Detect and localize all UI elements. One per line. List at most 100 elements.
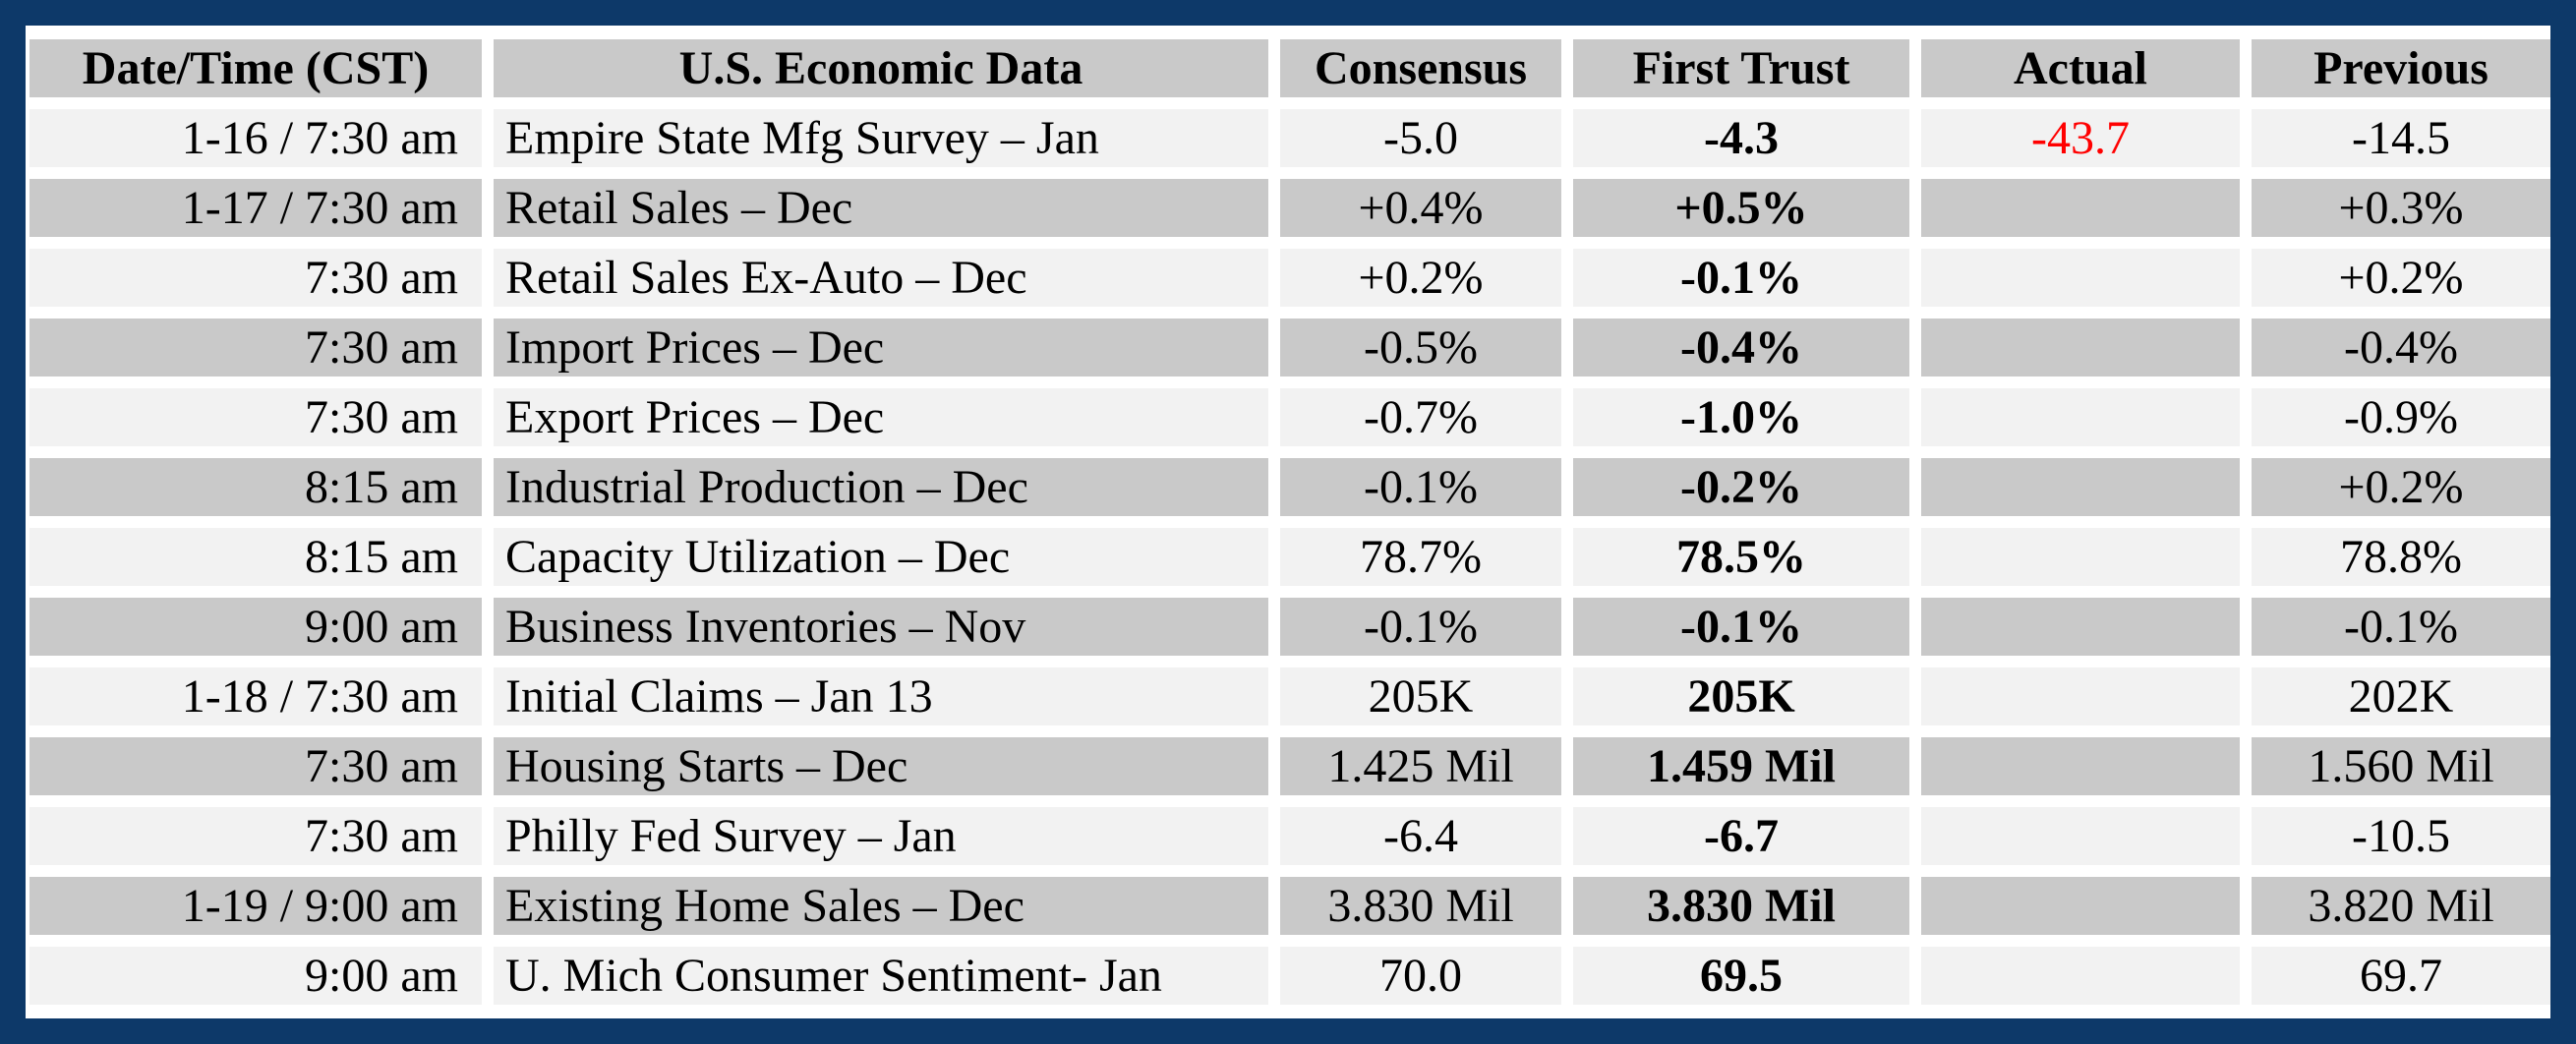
- cell-datetime: 1-18 / 7:30 am: [29, 667, 482, 725]
- cell-first_trust: -1.0%: [1573, 388, 1909, 446]
- cell-first_trust: -0.4%: [1573, 319, 1909, 377]
- table-row: 1-17 / 7:30 am Retail Sales – Dec +0.4% +0.…: [29, 179, 2550, 237]
- table-row: 8:15 am Capacity Utilization – Dec 78.7% 78…: [29, 528, 2550, 586]
- cell-datetime: 1-19 / 9:00 am: [29, 877, 482, 935]
- cell-datetime: 7:30 am: [29, 249, 482, 307]
- table-row: 7:30 am Export Prices – Dec -0.7% -1.0% -0.9…: [29, 388, 2550, 446]
- cell-consensus: 205K: [1280, 667, 1561, 725]
- table-row: 9:00 am Business Inventories – Nov -0.1% -0…: [29, 598, 2550, 656]
- cell-first_trust: -0.1%: [1573, 249, 1909, 307]
- cell-previous: 78.8%: [2252, 528, 2550, 586]
- cell-event: Housing Starts – Dec: [494, 737, 1268, 795]
- cell-first_trust: 3.830 Mil: [1573, 877, 1909, 935]
- cell-actual: [1921, 598, 2240, 656]
- cell-datetime: 9:00 am: [29, 947, 482, 1005]
- cell-first_trust: +0.5%: [1573, 179, 1909, 237]
- cell-actual: [1921, 877, 2240, 935]
- cell-datetime: 1-16 / 7:30 am: [29, 109, 482, 167]
- cell-previous: 3.820 Mil: [2252, 877, 2550, 935]
- cell-event: Retail Sales Ex-Auto – Dec: [494, 249, 1268, 307]
- cell-previous: 1.560 Mil: [2252, 737, 2550, 795]
- table-row: 1-16 / 7:30 am Empire State Mfg Survey – …: [29, 109, 2550, 167]
- cell-consensus: -0.1%: [1280, 458, 1561, 516]
- cell-first_trust: 205K: [1573, 667, 1909, 725]
- cell-event: Business Inventories – Nov: [494, 598, 1268, 656]
- header-row: Date/Time (CST) U.S. Economic Data Conse…: [29, 39, 2550, 97]
- table-row: 7:30 am Retail Sales Ex-Auto – Dec +0.2% -0…: [29, 249, 2550, 307]
- cell-first_trust: -4.3: [1573, 109, 1909, 167]
- column-header-actual: Actual: [1921, 39, 2240, 97]
- cell-event: Philly Fed Survey – Jan: [494, 807, 1268, 865]
- table-row: 1-19 / 9:00 am Existing Home Sales – Dec 3…: [29, 877, 2550, 935]
- cell-consensus: -0.1%: [1280, 598, 1561, 656]
- cell-previous: -0.9%: [2252, 388, 2550, 446]
- cell-actual: [1921, 179, 2240, 237]
- cell-event: Export Prices – Dec: [494, 388, 1268, 446]
- cell-consensus: -5.0: [1280, 109, 1561, 167]
- cell-consensus: 78.7%: [1280, 528, 1561, 586]
- cell-actual: [1921, 667, 2240, 725]
- column-header-first-trust: First Trust: [1573, 39, 1909, 97]
- cell-previous: +0.3%: [2252, 179, 2550, 237]
- cell-previous: -0.1%: [2252, 598, 2550, 656]
- cell-datetime: 9:00 am: [29, 598, 482, 656]
- cell-first_trust: -0.2%: [1573, 458, 1909, 516]
- cell-consensus: 70.0: [1280, 947, 1561, 1005]
- cell-previous: -0.4%: [2252, 319, 2550, 377]
- cell-actual: [1921, 807, 2240, 865]
- cell-datetime: 8:15 am: [29, 458, 482, 516]
- cell-consensus: -0.5%: [1280, 319, 1561, 377]
- cell-event: Import Prices – Dec: [494, 319, 1268, 377]
- cell-actual: [1921, 737, 2240, 795]
- cell-actual: -43.7: [1921, 109, 2240, 167]
- column-header-consensus: Consensus: [1280, 39, 1561, 97]
- cell-event: Existing Home Sales – Dec: [494, 877, 1268, 935]
- cell-consensus: 1.425 Mil: [1280, 737, 1561, 795]
- cell-datetime: 1-17 / 7:30 am: [29, 179, 482, 237]
- column-header-event: U.S. Economic Data: [494, 39, 1268, 97]
- cell-event: U. Mich Consumer Sentiment- Jan: [494, 947, 1268, 1005]
- cell-actual: [1921, 249, 2240, 307]
- cell-event: Capacity Utilization – Dec: [494, 528, 1268, 586]
- cell-datetime: 7:30 am: [29, 319, 482, 377]
- cell-consensus: 3.830 Mil: [1280, 877, 1561, 935]
- cell-first_trust: 69.5: [1573, 947, 1909, 1005]
- cell-event: Initial Claims – Jan 13: [494, 667, 1268, 725]
- column-header-datetime: Date/Time (CST): [29, 39, 482, 97]
- economic-calendar-table: Date/Time (CST) U.S. Economic Data Conse…: [26, 28, 2550, 1016]
- cell-actual: [1921, 528, 2240, 586]
- table-row: 8:15 am Industrial Production – Dec -0.1% -…: [29, 458, 2550, 516]
- cell-previous: -14.5: [2252, 109, 2550, 167]
- table-row: 7:30 am Housing Starts – Dec 1.425 Mil 1.45…: [29, 737, 2550, 795]
- cell-actual: [1921, 947, 2240, 1005]
- cell-event: Empire State Mfg Survey – Jan: [494, 109, 1268, 167]
- column-header-previous: Previous: [2252, 39, 2550, 97]
- cell-consensus: -6.4: [1280, 807, 1561, 865]
- cell-first_trust: 1.459 Mil: [1573, 737, 1909, 795]
- cell-datetime: 7:30 am: [29, 388, 482, 446]
- cell-first_trust: -6.7: [1573, 807, 1909, 865]
- cell-first_trust: 78.5%: [1573, 528, 1909, 586]
- cell-previous: +0.2%: [2252, 249, 2550, 307]
- cell-consensus: +0.2%: [1280, 249, 1561, 307]
- cell-datetime: 8:15 am: [29, 528, 482, 586]
- cell-previous: +0.2%: [2252, 458, 2550, 516]
- table-row: 7:30 am Import Prices – Dec -0.5% -0.4% -0.4…: [29, 319, 2550, 377]
- table-row: 1-18 / 7:30 am Initial Claims – Jan 13 205…: [29, 667, 2550, 725]
- cell-previous: -10.5: [2252, 807, 2550, 865]
- cell-consensus: +0.4%: [1280, 179, 1561, 237]
- cell-actual: [1921, 458, 2240, 516]
- cell-actual: [1921, 388, 2240, 446]
- cell-event: Industrial Production – Dec: [494, 458, 1268, 516]
- cell-previous: 69.7: [2252, 947, 2550, 1005]
- table-body: 1-16 / 7:30 am Empire State Mfg Survey – …: [29, 109, 2550, 1005]
- cell-previous: 202K: [2252, 667, 2550, 725]
- cell-event: Retail Sales – Dec: [494, 179, 1268, 237]
- table-row: 9:00 am U. Mich Consumer Sentiment- Jan 70…: [29, 947, 2550, 1005]
- cell-consensus: -0.7%: [1280, 388, 1561, 446]
- cell-first_trust: -0.1%: [1573, 598, 1909, 656]
- cell-datetime: 7:30 am: [29, 737, 482, 795]
- cell-datetime: 7:30 am: [29, 807, 482, 865]
- cell-actual: [1921, 319, 2240, 377]
